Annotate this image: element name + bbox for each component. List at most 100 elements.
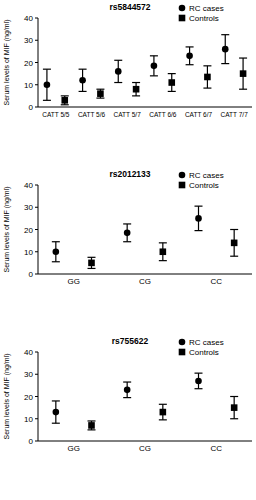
legend-label: Controls (189, 348, 219, 357)
x-axis (38, 441, 252, 442)
point (195, 378, 202, 385)
legend-label: Controls (189, 14, 219, 23)
error-cap (150, 55, 158, 56)
error-cap (52, 400, 60, 401)
y-tick-label: 20 (24, 59, 33, 68)
point (160, 409, 167, 416)
point (204, 74, 211, 81)
y-tick (35, 107, 38, 108)
error-cap (159, 260, 167, 261)
error-bar (195, 206, 203, 230)
error-cap (61, 104, 69, 105)
error-cap (43, 69, 51, 70)
error-bar (221, 35, 229, 64)
legend-label: RC cases (189, 4, 224, 13)
point (195, 215, 202, 222)
error-cap (79, 91, 87, 92)
x-tick-label: CC (211, 444, 223, 453)
point (115, 68, 122, 75)
error-cap (159, 419, 167, 420)
error-cap (150, 75, 158, 76)
point (88, 422, 95, 429)
y-tick-label: 20 (24, 226, 33, 235)
plot-area (52, 206, 238, 268)
y-tick (35, 18, 38, 19)
point (61, 97, 68, 104)
error-bar (195, 373, 203, 389)
y-tick-label: 40 (24, 181, 33, 190)
error-cap (159, 242, 167, 243)
error-bar (96, 89, 104, 98)
error-bar (168, 74, 176, 92)
error-bar (150, 56, 158, 76)
panel: rs5844572Serum levels of MIF (ng/ml)0102… (3, 2, 252, 118)
figure: rs5844572Serum levels of MIF (ng/ml)0102… (0, 0, 256, 500)
error-cap (88, 420, 96, 421)
error-bar (239, 58, 247, 89)
point (79, 77, 86, 84)
x-tick-label: CG (139, 277, 151, 286)
error-cap (132, 95, 140, 96)
error-cap (195, 373, 203, 374)
error-cap (132, 82, 140, 83)
y-axis-label: Serum levels of MIF (ng/ml) (3, 187, 11, 273)
error-cap (43, 100, 51, 101)
error-bar (159, 404, 167, 420)
x-tick-label: CATT 5/7 (114, 111, 142, 118)
error-cap (96, 89, 104, 90)
error-cap (114, 60, 122, 61)
x-axis (38, 274, 252, 275)
y-tick (35, 229, 38, 230)
x-tick-label: CATT 5/6 (78, 111, 106, 118)
error-cap (168, 91, 176, 92)
y-tick (35, 207, 38, 208)
point (186, 53, 193, 60)
point (88, 260, 95, 267)
y-tick-label: 30 (24, 203, 33, 212)
point (151, 63, 158, 70)
error-cap (123, 397, 131, 398)
legend-marker (179, 172, 186, 179)
legend-marker (179, 182, 186, 189)
error-cap (114, 82, 122, 83)
error-bar (88, 257, 96, 268)
error-cap (230, 256, 238, 257)
x-tick-label: CATT 5/5 (42, 111, 70, 118)
legend-marker (179, 349, 186, 356)
error-cap (96, 97, 104, 98)
error-cap (123, 241, 131, 242)
point (231, 240, 238, 247)
y-tick-label: 40 (24, 348, 33, 357)
error-cap (221, 34, 229, 35)
y-tick-label: 20 (24, 393, 33, 402)
error-bar (230, 397, 238, 419)
y-tick-label: 40 (24, 14, 33, 23)
error-cap (52, 423, 60, 424)
point (160, 248, 167, 255)
error-cap (230, 396, 238, 397)
y-tick-label: 30 (24, 36, 33, 45)
error-cap (52, 261, 60, 262)
error-cap (230, 418, 238, 419)
point (53, 409, 60, 416)
error-cap (88, 257, 96, 258)
plot-area (43, 35, 247, 105)
error-cap (239, 57, 247, 58)
error-bar (123, 224, 131, 242)
legend: RC casesControls (179, 171, 224, 190)
error-cap (168, 73, 176, 74)
x-tick-label: CATT 7/7 (221, 111, 249, 118)
y-tick (35, 185, 38, 186)
error-cap (203, 87, 211, 88)
y-tick (35, 251, 38, 252)
error-bar (52, 401, 60, 423)
legend-label: RC cases (189, 338, 224, 347)
point (124, 387, 131, 394)
point (44, 81, 51, 88)
y-axis-label: Serum levels of MIF (ng/ml) (3, 354, 11, 440)
error-bar (79, 69, 87, 91)
error-bar (123, 382, 131, 398)
y-tick-label: 0 (29, 437, 34, 446)
x-tick-label: CATT 6/7 (185, 111, 213, 118)
y-tick (35, 396, 38, 397)
